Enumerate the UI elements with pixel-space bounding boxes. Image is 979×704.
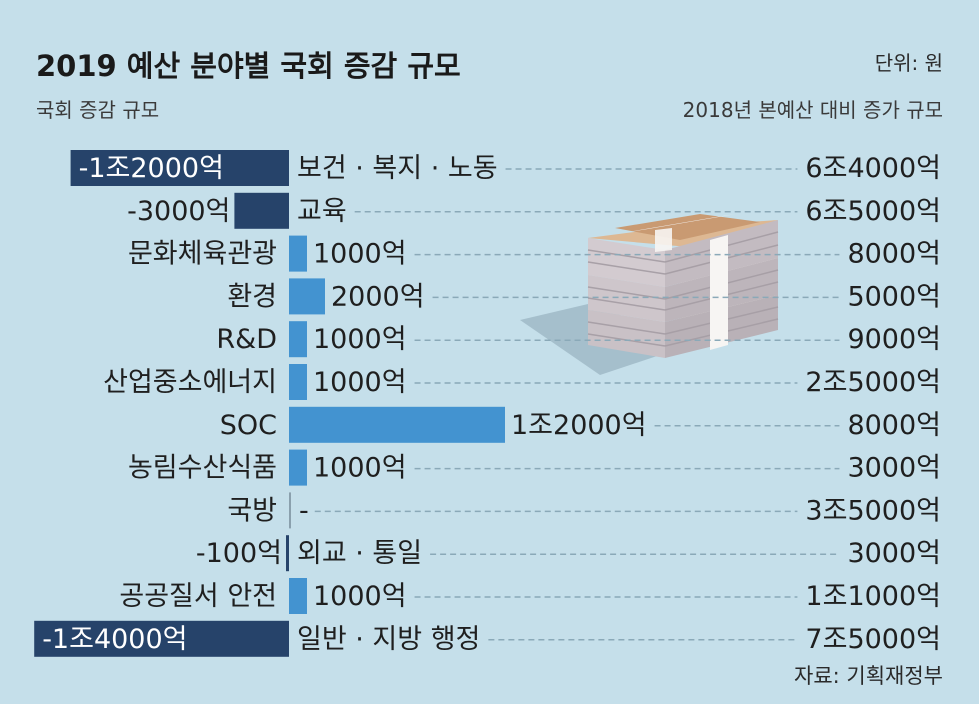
left-header: 국회 증감 규모 [36,98,159,122]
value-label: -100억 [196,538,282,569]
right-header: 2018년 본예산 대비 증가 규모 [683,98,943,122]
unit-label: 단위: 원 [875,51,943,75]
bar-negative [34,620,290,657]
increase-label: 3000억 [847,538,941,569]
value-label: -1조2000억 [79,153,224,184]
category-label: 교육 [297,196,347,227]
increase-label: 7조5000억 [805,624,941,655]
bar-negative [286,535,289,572]
bar-negative [70,150,289,186]
category-label: 일반 · 지방 행정 [297,624,480,655]
category-label: R&D [216,324,277,355]
bar-positive [289,406,505,443]
category-label: 문화체육관광 [128,239,277,270]
value-label: 1000억 [313,453,407,484]
bar-positive [289,321,307,358]
category-label: 환경 [227,281,277,312]
increase-label: 5000억 [847,281,941,312]
category-label: 농림수산식품 [128,453,277,484]
increase-label: 3조5000억 [805,495,941,526]
category-label: 국방 [227,495,277,526]
value-label: -3000억 [127,196,230,227]
value-label: 1000억 [313,581,407,612]
chart-title: 2019 예산 분야별 국회 증감 규모 [36,49,461,83]
value-label: 1000억 [313,239,407,270]
bar-positive [289,449,307,486]
chart-rows: -1조2000억 보건 · 복지 · 노동 6조4000억-3000억 교육 6조500… [34,150,941,657]
bar-positive [289,278,325,315]
money-stack-icon [520,214,779,375]
bar-positive [289,578,307,614]
increase-label: 9000억 [847,324,941,355]
value-label: 2000억 [331,281,425,312]
category-label: 공공질서 안전 [119,581,277,612]
increase-label: 3000억 [847,453,941,484]
category-label: 산업중소에너지 [103,367,277,398]
increase-label: 1조1000억 [805,581,941,612]
increase-label: 8000억 [847,410,941,441]
value-label: 1조2000억 [511,410,647,441]
source-note: 자료: 기획재정부 [794,664,943,688]
increase-label: 6조4000억 [805,153,941,184]
value-label: - [299,495,309,526]
value-label: 1000억 [313,324,407,355]
increase-label: 2조5000억 [805,367,941,398]
value-label: 1000억 [313,367,407,398]
increase-label: 6조5000억 [805,196,941,227]
bar-positive [289,235,307,272]
category-label: 외교 · 통일 [297,538,422,569]
value-label: -1조4000억 [42,624,187,655]
increase-label: 8000억 [847,239,941,270]
category-label: SOC [220,410,277,441]
bar-positive [289,364,307,400]
bar-negative [234,192,289,229]
category-label: 보건 · 복지 · 노동 [297,153,498,184]
bar-positive [289,492,291,529]
